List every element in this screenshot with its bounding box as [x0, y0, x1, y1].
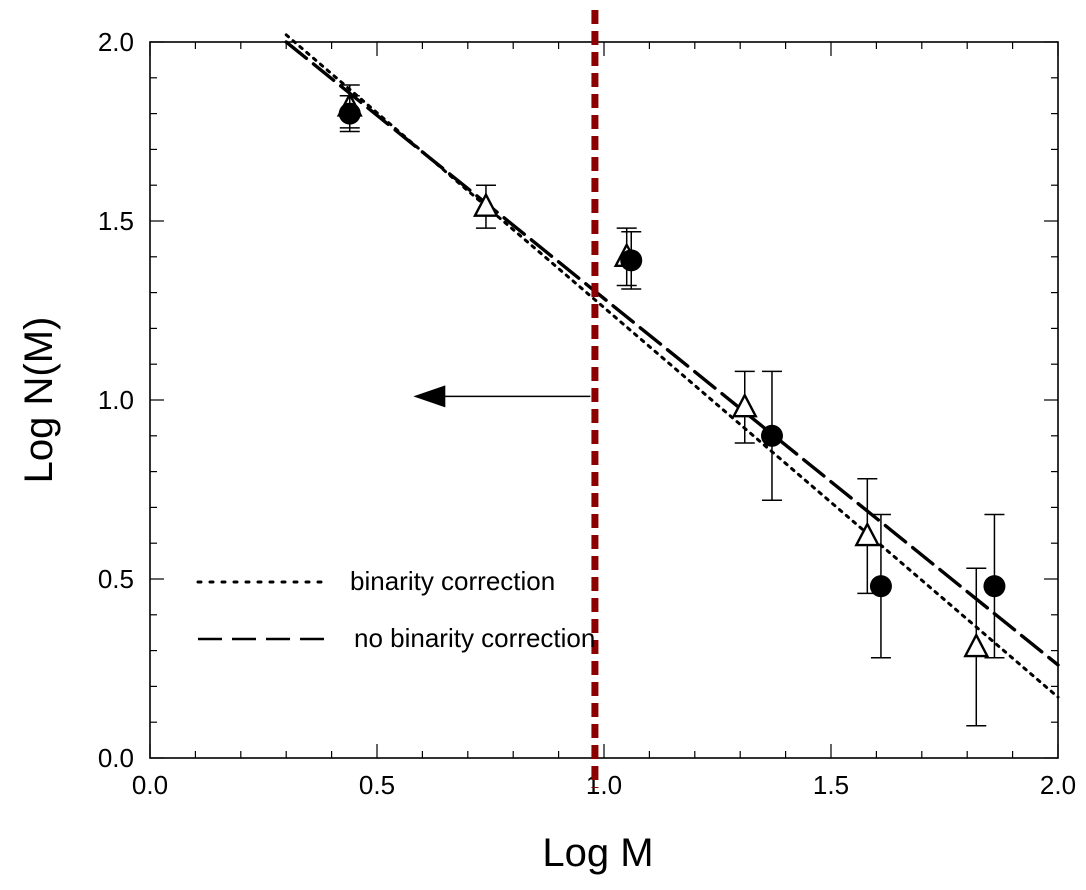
x-tick-label: 1.0	[586, 770, 622, 800]
x-tick-label: 0.5	[359, 770, 395, 800]
data-point-open-triangle	[965, 635, 987, 656]
x-tick-label: 1.5	[813, 770, 849, 800]
legend-label-no-binarity-correction: no binarity correction	[354, 623, 595, 653]
plot-frame-layer	[150, 42, 1058, 758]
annotation-layer	[413, 10, 595, 788]
legend: binarity correction no binarity correctio…	[198, 566, 595, 653]
y-tick-label: 2.0	[98, 27, 134, 57]
data-point-filled-circle	[870, 575, 892, 597]
data-point-filled-circle	[620, 249, 642, 271]
y-tick-label: 0.0	[98, 743, 134, 773]
y-tick-label: 1.0	[98, 385, 134, 415]
x-tick-label: 0.0	[132, 770, 168, 800]
fit-line-layer	[286, 35, 1058, 697]
data-point-filled-circle	[983, 575, 1005, 597]
y-tick-label: 1.5	[98, 206, 134, 236]
y-axis-title: Log N(M)	[17, 317, 61, 484]
y-tick-label: 0.5	[98, 564, 134, 594]
tick-layer: 0.0 0.5 1.0 1.5 2.0 0.0 0.5 1.0 1.5 2.0	[98, 27, 1076, 800]
data-point-filled-circle	[761, 425, 783, 447]
plot-frame	[150, 42, 1058, 758]
legend-label-binarity-correction: binarity correction	[350, 566, 555, 596]
x-axis-title: Log M	[542, 831, 653, 875]
data-point-filled-circle	[339, 103, 361, 125]
arrow-head	[413, 385, 445, 407]
x-tick-label: 2.0	[1040, 770, 1076, 800]
